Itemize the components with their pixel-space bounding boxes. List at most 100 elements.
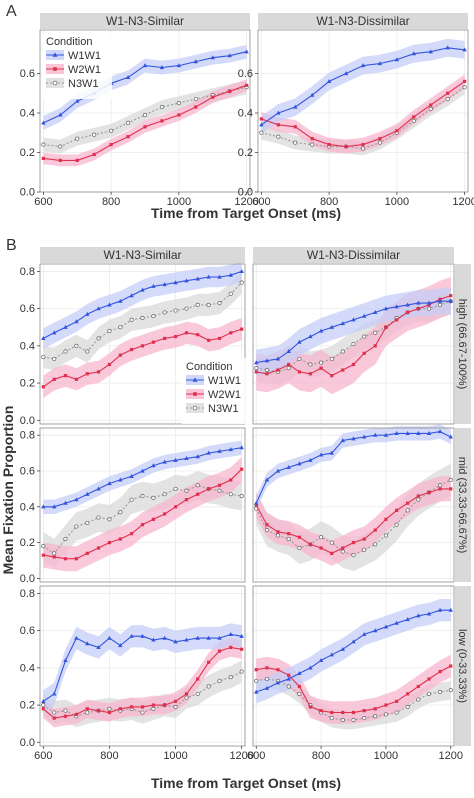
data-point-w1w1 bbox=[383, 624, 389, 629]
data-point-w2w1 bbox=[85, 707, 89, 711]
data-point-w1w1 bbox=[343, 71, 349, 76]
data-point-w2w1 bbox=[406, 692, 410, 696]
data-point-w1w1 bbox=[373, 628, 378, 633]
data-point-w2w1 bbox=[449, 487, 453, 491]
legend-label: W2W1 bbox=[208, 389, 241, 401]
legend-marker bbox=[192, 405, 198, 411]
data-point-w2w1 bbox=[151, 517, 156, 521]
data-point-n3w1 bbox=[239, 669, 244, 674]
data-point-w2w1 bbox=[308, 542, 312, 546]
data-point-w2w1 bbox=[429, 103, 433, 107]
legend-title: Condition bbox=[186, 361, 232, 373]
data-point-w2w1 bbox=[74, 557, 78, 561]
data-point-w1w1 bbox=[228, 631, 233, 636]
data-point-w1w1 bbox=[340, 646, 346, 651]
data-point-w1w1 bbox=[405, 302, 410, 307]
data-point-w2w1 bbox=[196, 492, 200, 496]
data-point-n3w1 bbox=[286, 684, 291, 689]
data-point-n3w1 bbox=[41, 544, 46, 549]
data-point-w2w1 bbox=[319, 709, 323, 713]
data-point-w2w1 bbox=[378, 137, 382, 141]
y-tick-label: 0.0 bbox=[20, 187, 35, 199]
data-point-w1w1 bbox=[206, 274, 211, 279]
data-point-w1w1 bbox=[58, 112, 63, 117]
data-point-n3w1 bbox=[264, 367, 269, 373]
data-point-n3w1 bbox=[41, 703, 46, 708]
y-tick-label: 0.2 bbox=[20, 537, 35, 549]
x-tick-label: 800 bbox=[102, 196, 120, 208]
data-point-w2w1 bbox=[446, 91, 450, 95]
x-tick-label: 1000 bbox=[385, 196, 409, 208]
data-point-n3w1 bbox=[228, 291, 233, 296]
data-point-w2w1 bbox=[319, 366, 323, 370]
x-tick-label: 600 bbox=[34, 196, 52, 208]
data-point-n3w1 bbox=[195, 302, 200, 307]
data-point-w1w1 bbox=[340, 438, 346, 443]
data-point-n3w1 bbox=[75, 136, 80, 141]
data-point-n3w1 bbox=[362, 547, 367, 552]
data-point-n3w1 bbox=[329, 716, 334, 721]
data-point-w1w1 bbox=[217, 448, 222, 453]
data-point-w1w1 bbox=[360, 63, 366, 68]
x-tick-label: 600 bbox=[252, 196, 270, 208]
x-tick-label: 1200 bbox=[439, 750, 463, 762]
y-axis-title: Mean Fixation Proportion bbox=[0, 406, 16, 575]
panel-border bbox=[252, 585, 455, 747]
data-point-w2w1 bbox=[140, 705, 145, 709]
data-point-w1w1 bbox=[85, 311, 90, 316]
data-point-n3w1 bbox=[107, 517, 112, 522]
data-point-w1w1 bbox=[416, 300, 421, 305]
data-point-n3w1 bbox=[351, 553, 356, 558]
data-point-w2w1 bbox=[58, 158, 62, 162]
data-point-n3w1 bbox=[109, 128, 114, 133]
strip-row-label: high (66.67-100%) bbox=[456, 299, 468, 390]
data-point-w2w1 bbox=[74, 377, 78, 381]
data-point-w1w1 bbox=[286, 676, 291, 681]
data-point-w2w1 bbox=[427, 677, 431, 681]
data-point-w2w1 bbox=[151, 703, 156, 707]
ci-band-w1w1 bbox=[43, 261, 242, 349]
ci-band-w2w1 bbox=[256, 476, 451, 566]
panel-border bbox=[257, 29, 469, 193]
data-point-w1w1 bbox=[52, 691, 57, 696]
data-point-w2w1 bbox=[259, 117, 263, 121]
data-point-w1w1 bbox=[63, 500, 68, 505]
data-point-w2w1 bbox=[163, 703, 167, 707]
strip-title: W1-N3-Dissimilar bbox=[316, 14, 409, 28]
data-point-w2w1 bbox=[265, 372, 269, 376]
ci-band-w2w1 bbox=[256, 654, 451, 724]
data-point-n3w1 bbox=[293, 140, 298, 145]
data-point-w1w1 bbox=[85, 641, 90, 646]
data-point-w1w1 bbox=[405, 430, 410, 435]
x-tick-label: 600 bbox=[34, 750, 52, 762]
legend-marker bbox=[53, 67, 57, 71]
data-point-n3w1 bbox=[41, 142, 46, 147]
data-point-n3w1 bbox=[162, 310, 167, 315]
data-point-n3w1 bbox=[129, 317, 134, 322]
data-point-w2w1 bbox=[341, 368, 345, 372]
data-point-w2w1 bbox=[63, 714, 68, 718]
data-point-n3w1 bbox=[140, 493, 145, 499]
data-point-w2w1 bbox=[217, 649, 222, 653]
data-point-n3w1 bbox=[217, 488, 222, 493]
data-point-w2w1 bbox=[240, 327, 244, 331]
data-point-w2w1 bbox=[276, 123, 280, 127]
data-point-w2w1 bbox=[416, 684, 420, 689]
data-point-w2w1 bbox=[384, 517, 388, 521]
data-point-w2w1 bbox=[85, 551, 89, 555]
data-point-n3w1 bbox=[184, 488, 189, 493]
data-point-w1w1 bbox=[437, 607, 443, 612]
data-point-w1w1 bbox=[383, 432, 389, 437]
data-point-n3w1 bbox=[85, 520, 90, 525]
data-point-n3w1 bbox=[41, 354, 46, 360]
data-point-w1w1 bbox=[173, 639, 178, 644]
data-point-n3w1 bbox=[228, 492, 233, 497]
data-point-w2w1 bbox=[287, 532, 291, 536]
data-point-n3w1 bbox=[118, 325, 123, 330]
data-point-w2w1 bbox=[245, 83, 249, 87]
data-point-n3w1 bbox=[416, 697, 421, 702]
data-point-w1w1 bbox=[373, 432, 378, 437]
data-point-w2w1 bbox=[341, 710, 345, 715]
x-tick-label: 1000 bbox=[167, 196, 191, 208]
data-point-n3w1 bbox=[184, 695, 189, 700]
